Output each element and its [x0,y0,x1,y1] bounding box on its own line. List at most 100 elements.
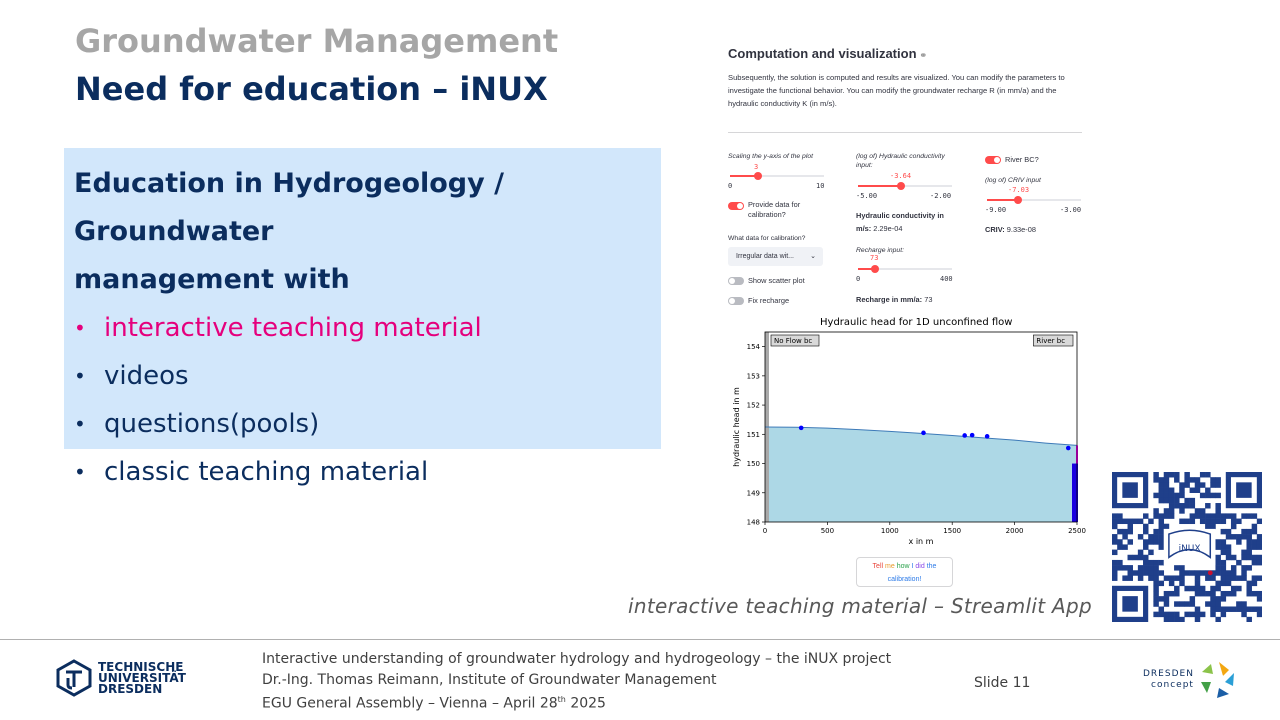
qr-module [1174,565,1180,571]
qr-module [1199,482,1206,488]
qr-module [1256,559,1262,566]
calibration-feedback-button[interactable]: Tell me how I did the calibration! [856,557,953,587]
plot-frame [764,331,1078,523]
qr-module [1230,575,1237,581]
qr-module [1230,534,1237,540]
qr-module [1127,554,1133,561]
calibration-data-select[interactable]: Irregular data wit... ⌄ [728,247,823,266]
qr-module [1205,472,1211,478]
qr-module [1127,523,1133,530]
qr-module [1112,565,1118,571]
qr-module [1168,575,1175,581]
slider-handle[interactable] [896,182,905,190]
criv-input-label: (log of) CRIV input [985,177,1041,184]
slider-handle[interactable] [754,172,763,180]
qr-module [1163,513,1170,519]
qr-module [1215,539,1221,545]
bullet-icon: • [74,460,86,484]
qr-module [1199,518,1206,525]
qr-module [1225,544,1232,550]
qr-module [1158,482,1165,488]
list-item: • classic teaching material [74,448,651,496]
qr-module [1189,601,1196,607]
provide-data-label: Provide data for calibration? [748,200,801,219]
qr-module [1246,580,1252,587]
recharge-input-slider[interactable] [858,265,952,273]
qr-module [1158,596,1165,602]
qr-module [1168,508,1175,514]
qr-module [1179,565,1185,571]
qr-module [1163,596,1170,602]
qr-module [1117,565,1123,571]
link-icon[interactable]: ⚭ [919,50,928,60]
qr-module [1225,580,1232,587]
river-bc-toggle[interactable] [985,156,1001,164]
qr-module [1179,601,1185,607]
qr-module [1251,580,1258,587]
qr-module [1148,549,1154,556]
qr-module [1137,570,1144,576]
qr-module [1215,580,1221,587]
qr-module [1122,544,1128,550]
qr-module [1194,616,1201,622]
y-tick-label: 152 [747,402,760,410]
yaxis-scale-value: 3 [754,163,759,171]
qr-module [1256,554,1262,561]
criv-input-slider[interactable] [987,196,1081,204]
qr-module [1158,513,1165,519]
qr-module [1251,513,1258,519]
slider-handle[interactable] [871,265,880,273]
qr-module [1215,508,1221,514]
qr-module [1117,528,1123,535]
qr-module [1251,559,1258,566]
qr-module [1189,518,1196,525]
qr-module [1199,492,1206,499]
qr-module [1220,611,1227,618]
slider-min: 0 [728,182,733,190]
qr-module [1153,611,1159,618]
slider-handle[interactable] [1013,196,1022,204]
qr-module [1199,611,1206,618]
qr-module [1205,492,1211,499]
list-item-text: questions(pools) [104,409,320,439]
k-input-label: (log of) Hydraulic conductivity input: [856,153,945,169]
x-tick-label: 1000 [881,527,899,535]
qr-module [1168,616,1175,622]
qr-module [1174,611,1180,618]
qr-module [1163,472,1170,478]
qr-module [1148,539,1154,545]
qr-module [1112,518,1118,525]
qr-module [1225,528,1232,535]
qr-module [1241,549,1247,556]
qr-module [1163,487,1170,493]
x-tick-label: 0 [763,527,767,535]
qr-module [1251,575,1258,581]
qr-module [1168,492,1175,499]
qr-module [1112,575,1118,581]
qr-module [1205,523,1211,530]
qr-module [1199,513,1206,519]
qr-module [1194,487,1201,493]
footer-author: Dr.-Ing. Thomas Reimann, Institute of Gr… [262,671,717,688]
qr-module [1174,585,1180,592]
qr-module [1215,585,1221,592]
qr-module [1122,528,1128,535]
k-input-slider[interactable] [858,182,952,190]
qr-module [1163,523,1170,530]
qr-module [1241,534,1247,540]
qr-module [1194,570,1201,576]
qr-module [1127,565,1133,571]
qr-module [1241,528,1247,535]
qr-module [1153,575,1159,581]
qr-module [1215,596,1221,602]
qr-module [1153,570,1159,576]
provide-data-toggle[interactable] [728,202,744,210]
qr-module [1220,559,1227,566]
fix-recharge-toggle[interactable] [728,297,744,305]
qr-code[interactable]: iNUX [1112,472,1262,622]
qr-module [1148,518,1154,525]
yaxis-scale-slider[interactable] [730,172,824,180]
show-scatter-toggle[interactable] [728,277,744,285]
qr-module [1153,477,1159,483]
qr-module [1194,611,1201,618]
